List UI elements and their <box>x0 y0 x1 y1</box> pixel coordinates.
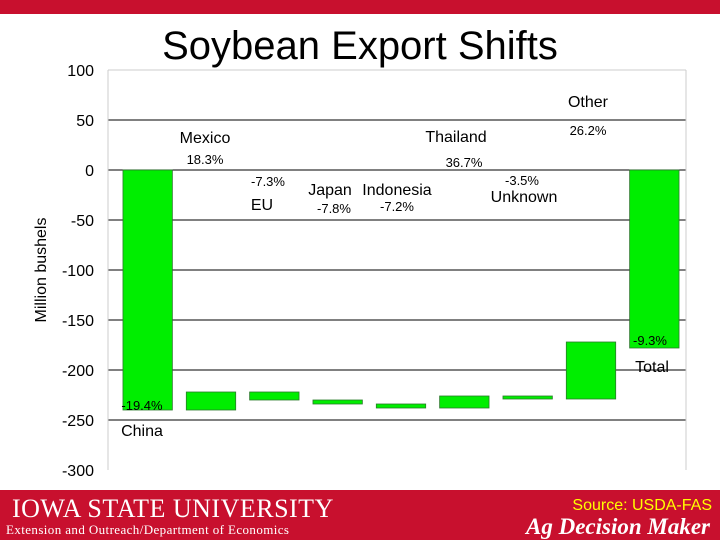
y-tick-label: 0 <box>85 163 94 180</box>
pct-label: -7.3% <box>251 174 285 189</box>
top-accent-bar <box>0 0 720 14</box>
y-tick-label: -250 <box>62 413 94 430</box>
y-tick-label: -300 <box>62 463 94 480</box>
bar-eu <box>249 391 300 401</box>
y-tick-label: -200 <box>62 363 94 380</box>
source-label: Source: USDA-FAS <box>572 497 712 514</box>
bar-total <box>629 169 680 349</box>
category-label: China <box>121 423 163 440</box>
pct-label: -9.3% <box>633 333 667 348</box>
pct-label: -19.4% <box>121 398 163 413</box>
category-label: Indonesia <box>362 182 431 199</box>
y-tick-label: 100 <box>67 63 94 80</box>
bar-unknown <box>502 395 553 400</box>
category-label: Japan <box>308 182 352 199</box>
category-label: Thailand <box>425 129 486 146</box>
brand-label: Ag Decision Maker <box>526 514 710 539</box>
y-tick-label: -150 <box>62 313 94 330</box>
category-label: Other <box>568 94 609 111</box>
pct-label: -7.8% <box>317 201 351 216</box>
pct-label: -3.5% <box>505 173 539 188</box>
footer-bar <box>0 490 720 540</box>
pct-label: -7.2% <box>380 199 414 214</box>
category-label: Mexico <box>180 130 231 147</box>
bar-china <box>122 169 173 411</box>
bar-mexico <box>185 391 237 411</box>
y-tick-label: -50 <box>71 213 94 230</box>
category-label: EU <box>251 197 273 214</box>
category-label: Total <box>635 359 669 376</box>
bar-other <box>565 341 617 400</box>
pct-label: 18.3% <box>187 152 224 167</box>
y-tick-label: -100 <box>62 263 94 280</box>
y-axis-label: Million bushels <box>33 218 50 323</box>
bar-thailand <box>439 395 490 409</box>
pct-label: 36.7% <box>446 155 483 170</box>
university-logo: IOWA STATE UNIVERSITY <box>12 494 334 523</box>
department-text: Extension and Outreach/Department of Eco… <box>6 522 290 537</box>
category-label: Unknown <box>491 189 558 206</box>
bar-indonesia <box>375 403 427 409</box>
pct-label: 26.2% <box>570 123 607 138</box>
y-tick-label: 50 <box>76 113 94 130</box>
chart-title: Soybean Export Shifts <box>162 24 558 68</box>
bar-japan <box>312 399 363 405</box>
